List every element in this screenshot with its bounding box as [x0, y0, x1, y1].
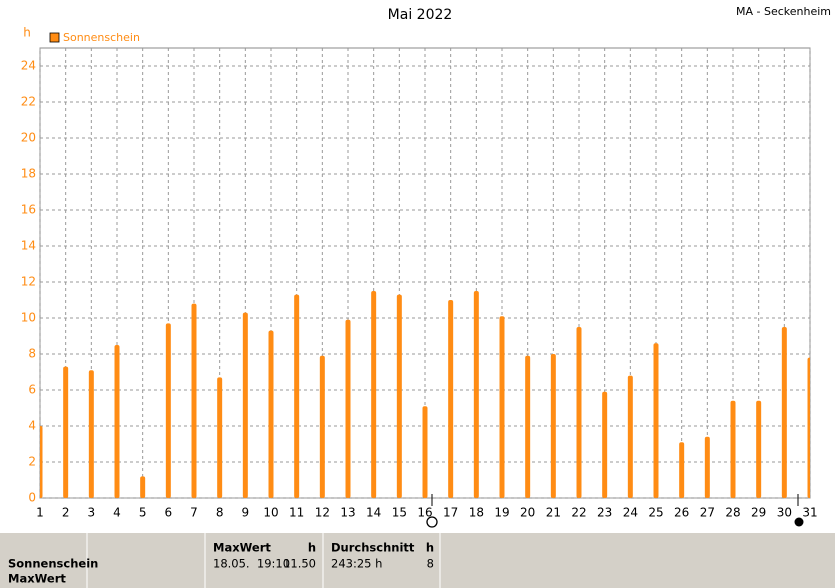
x-tick-label: 10 — [263, 506, 278, 520]
bar — [627, 375, 633, 498]
x-tick-label: 25 — [648, 506, 663, 520]
bar — [40, 426, 43, 498]
x-tick-label: 24 — [623, 506, 638, 520]
bar — [114, 345, 120, 498]
x-tick-label: 14 — [366, 506, 381, 520]
x-tick-label: 8 — [216, 506, 224, 520]
bar — [63, 366, 69, 498]
x-tick-label: 9 — [242, 506, 250, 520]
bar — [550, 354, 556, 498]
bar — [140, 476, 146, 498]
x-tick-label: 15 — [392, 506, 407, 520]
y-tick-label: 14 — [21, 239, 36, 253]
y-tick-label: 8 — [28, 347, 36, 361]
cell: 18.05. 19:10 — [213, 557, 290, 571]
moon-new — [794, 517, 804, 527]
moon-full — [426, 516, 438, 528]
row-label: MaxWert — [8, 572, 66, 586]
x-tick-label: 23 — [597, 506, 612, 520]
bar — [653, 343, 659, 498]
chart-title: Mai 2022 — [388, 7, 453, 23]
x-tick-label: 13 — [340, 506, 355, 520]
bar — [242, 312, 248, 498]
y-tick-label: 0 — [28, 491, 36, 505]
x-tick-label: 21 — [546, 506, 561, 520]
y-tick-label: 2 — [28, 455, 36, 469]
x-tick-label: 2 — [62, 506, 70, 520]
bar — [602, 391, 608, 498]
bar — [781, 327, 787, 498]
bar — [473, 291, 479, 498]
x-tick-label: 4 — [113, 506, 121, 520]
x-tick-label: 26 — [674, 506, 689, 520]
bar — [679, 442, 685, 498]
y-tick-label: 20 — [21, 131, 36, 145]
bar — [756, 400, 762, 498]
x-tick-label: 5 — [139, 506, 147, 520]
bar — [217, 377, 223, 498]
y-tick-label: 4 — [28, 419, 36, 433]
col-header: Durchschnitt — [331, 541, 415, 555]
bar — [422, 406, 428, 498]
bar — [448, 300, 454, 498]
y-tick-label: 10 — [21, 311, 36, 325]
row-label: Sonnenschein — [8, 557, 98, 571]
x-tick-label: 17 — [443, 506, 458, 520]
x-tick-label: 12 — [315, 506, 330, 520]
bar — [499, 316, 505, 498]
col-unit: h — [426, 541, 434, 555]
bar — [294, 294, 300, 498]
bar — [396, 294, 402, 498]
y-tick-label: 22 — [21, 95, 36, 109]
y-tick-label: 18 — [21, 167, 36, 181]
x-tick-label: 7 — [190, 506, 198, 520]
col-header: MaxWert — [213, 541, 271, 555]
x-tick-label: 20 — [520, 506, 535, 520]
y-tick-label: 16 — [21, 203, 36, 217]
bar — [576, 327, 582, 498]
bar — [807, 357, 810, 498]
x-tick-label: 29 — [751, 506, 766, 520]
y-axis-label: h — [23, 26, 31, 40]
cell: 11.50 — [283, 557, 316, 571]
x-tick-label: 30 — [777, 506, 792, 520]
bar — [704, 436, 710, 498]
bar — [371, 291, 377, 498]
bar — [165, 323, 171, 498]
legend-label: Sonnenschein — [63, 31, 140, 44]
col-unit: h — [308, 541, 316, 555]
x-tick-label: 16 — [417, 506, 432, 520]
x-tick-label: 18 — [469, 506, 484, 520]
x-tick-label: 31 — [802, 506, 817, 520]
bar — [268, 330, 274, 498]
x-tick-label: 11 — [289, 506, 304, 520]
x-tick-label: 28 — [725, 506, 740, 520]
x-tick-label: 27 — [700, 506, 715, 520]
station: MA - Seckenheim — [736, 5, 831, 18]
bar — [525, 355, 531, 498]
table: Sonnenschein MaxWert MaxWert h 18.05. 19… — [0, 533, 835, 588]
table-bg — [0, 533, 835, 588]
bar — [319, 355, 325, 498]
x-tick-label: 6 — [165, 506, 173, 520]
x-tick-label: 22 — [571, 506, 586, 520]
bar — [191, 303, 197, 498]
x-tick-label: 19 — [494, 506, 509, 520]
x-tick-label: 3 — [88, 506, 96, 520]
cell: 243:25 h — [331, 557, 382, 571]
x-tick-label: 1 — [36, 506, 44, 520]
bar — [730, 400, 736, 498]
bar — [88, 370, 94, 498]
y-tick-label: 12 — [21, 275, 36, 289]
bar — [345, 319, 351, 498]
y-tick-label: 6 — [28, 383, 36, 397]
y-tick-label: 24 — [21, 59, 36, 73]
legend-swatch — [49, 32, 60, 43]
cell: 8 — [427, 557, 434, 571]
